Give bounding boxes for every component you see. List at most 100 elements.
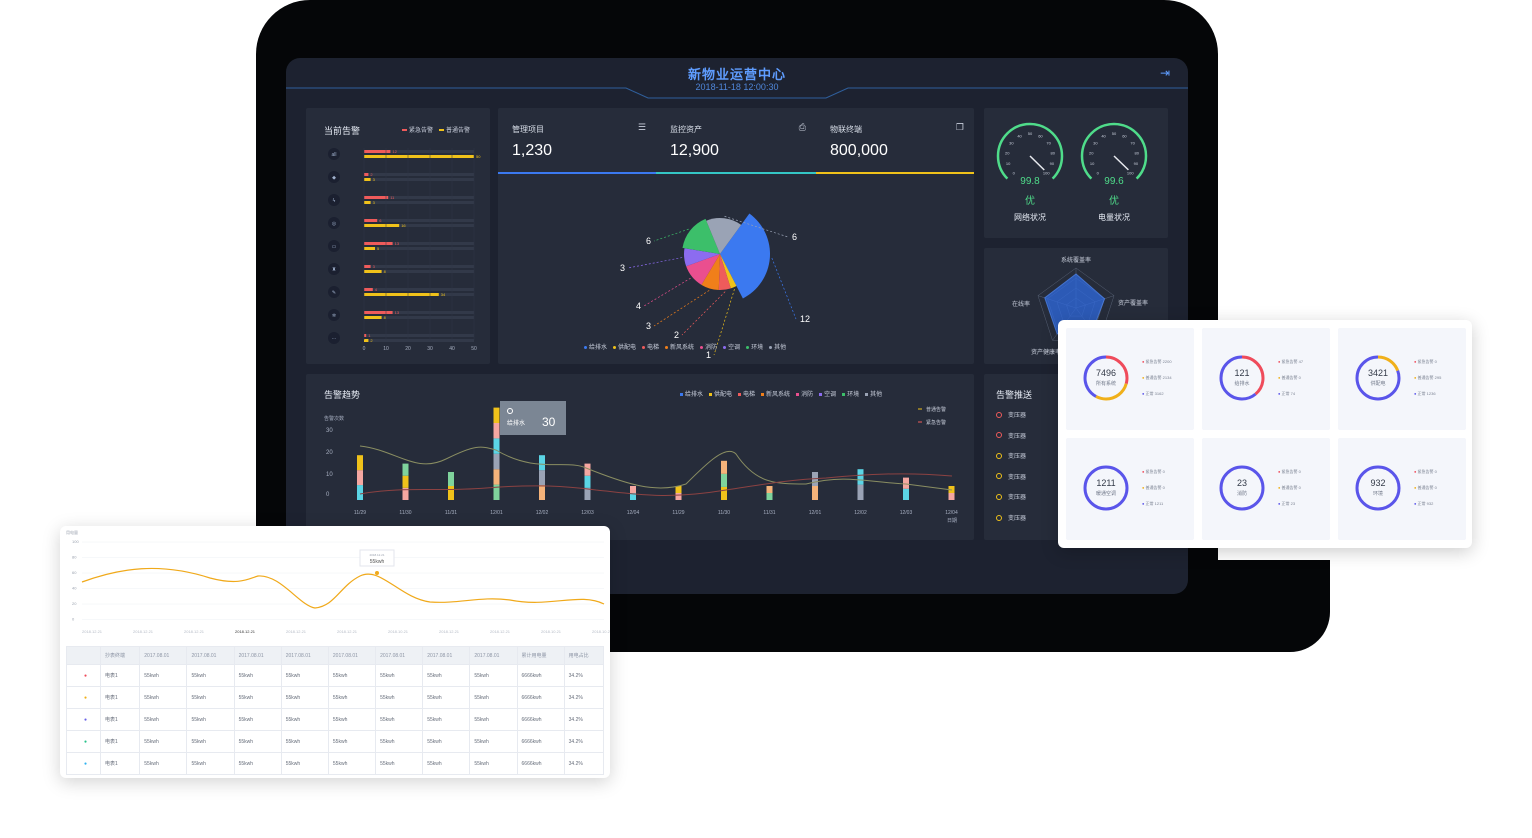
status-card[interactable]: 932 环境 ● 紧急告警 0 ● 普通告警 0 ● 正常 932 xyxy=(1338,438,1466,540)
pie-leader-line xyxy=(643,277,691,307)
push-item-label: 变压器 xyxy=(1008,433,1027,440)
stat-assets: 监控资产 12,900 ⎙ xyxy=(656,108,816,174)
table-cell: 55kwh xyxy=(327,664,377,687)
table-row[interactable]: ● 电表1 55kwh 55kwh 55kwh 55kwh 55kwh 55kwh 55kwh 5… xyxy=(66,752,605,775)
push-item[interactable]: 变压器 xyxy=(996,513,1026,522)
alarm-normal-label: 16 xyxy=(401,223,406,228)
alarm-urgent-label: 13 xyxy=(395,241,400,246)
table-cell: 55kwh xyxy=(327,708,377,731)
table-cell: 55kwh xyxy=(139,664,188,687)
gauge-charts: 010203040506070809010099.8优网络状况010203040… xyxy=(996,122,1148,222)
trend-bar-segment xyxy=(493,423,500,439)
trend-bar-segment xyxy=(721,486,727,500)
tooltip-label: 给排水 xyxy=(507,419,525,427)
gauge-tick: 60 xyxy=(1038,134,1043,139)
card-label: 所有系统 xyxy=(1095,381,1116,387)
status-card[interactable]: 121 给排水 ● 紧急告警 47 ● 普通告警 0 ● 正常 74 xyxy=(1202,328,1330,430)
card-legend-value: 932 xyxy=(1426,501,1434,506)
push-item[interactable]: 变压器 xyxy=(996,492,1026,501)
trend-xtick: 11/29 xyxy=(354,510,366,516)
card-legend-label: 普通告警 xyxy=(1281,485,1299,490)
trend-bar-segment xyxy=(493,453,500,470)
table-header-cell: 2017.08.01 xyxy=(233,646,282,665)
elevator-icon xyxy=(328,217,340,229)
card-legend-value: 0 xyxy=(1298,469,1301,474)
card-legend-row: ● 普通告警 0 xyxy=(1142,480,1165,496)
gauge-tick: 20 xyxy=(1005,150,1010,155)
table-cell: 55kwh xyxy=(139,752,188,775)
gauge-grade: 优 xyxy=(1025,194,1035,207)
push-item[interactable]: 变压器 xyxy=(996,431,1026,440)
alarm-normal-bar xyxy=(364,293,439,296)
lightning-icon xyxy=(328,194,340,206)
card-legend-label: 紧急告警 xyxy=(1145,469,1163,474)
trend-xtick: 12/03 xyxy=(900,510,913,516)
push-item[interactable]: 变压器 xyxy=(996,472,1026,481)
trend-legend-item: 给排水 xyxy=(680,389,703,398)
table-row[interactable]: ● 电表1 55kwh 55kwh 55kwh 55kwh 55kwh 55kwh 55kwh 5… xyxy=(66,730,605,753)
alarm-row-icon-glyph: ◆ xyxy=(332,175,336,181)
legend-dot: ● xyxy=(1278,359,1282,364)
energy-xtick: 2018.12.21 xyxy=(490,629,511,634)
trend-xtick: 12/02 xyxy=(536,510,549,516)
gauge-label: 电量状况 xyxy=(1098,212,1130,222)
table-cell: 55kwh xyxy=(233,752,282,775)
legend-swatch xyxy=(796,392,800,396)
energy-xtick: 2018.12.21 xyxy=(235,629,256,634)
table-row[interactable]: ● 电表1 55kwh 55kwh 55kwh 55kwh 55kwh 55kwh 55kwh 5… xyxy=(66,686,605,709)
status-donut xyxy=(1219,355,1265,401)
table-cell: 55kwh xyxy=(327,752,377,775)
alarm-normal-bar xyxy=(364,270,382,273)
stat-projects: 管理项目 1,230 ☰ xyxy=(498,108,656,174)
radar-label: 在线率 xyxy=(1012,300,1030,308)
gauge-value: 99.6 xyxy=(1104,176,1124,187)
energy-ytick: 60 xyxy=(72,570,77,575)
legend-swatch xyxy=(709,392,713,396)
gauge-arc xyxy=(996,122,1064,180)
alarm-ring-icon xyxy=(996,452,1002,459)
alarm-axis-tick: 50 xyxy=(471,346,477,352)
gauge-needle xyxy=(1029,155,1045,171)
trend-xtick: 12/03 xyxy=(581,510,594,516)
pie-value-label: 3 xyxy=(620,263,625,273)
legend-dot: ● xyxy=(1414,469,1418,474)
status-card[interactable]: 1211 暖通空调 ● 紧急告警 0 ● 普通告警 0 ● 正常 1211 xyxy=(1066,438,1194,540)
energy-ytick: 0 xyxy=(72,617,75,622)
table-cell: 34.2% xyxy=(563,708,605,731)
logout-icon[interactable]: ⇥ xyxy=(1160,66,1171,80)
table-cell: 55kwh xyxy=(327,686,377,709)
legend-dot: ● xyxy=(1278,485,1282,490)
table-cell: 6666kwh xyxy=(516,730,565,753)
table-row[interactable]: ● 电表1 55kwh 55kwh 55kwh 55kwh 55kwh 55kwh 55kwh 5… xyxy=(66,708,605,731)
pie-value-label: 12 xyxy=(800,314,810,324)
trend-bar-segment xyxy=(357,455,363,471)
pie-legend-item: 电梯 xyxy=(642,342,659,351)
table-cell: 电表1 xyxy=(99,730,141,753)
status-card[interactable]: 3421 供配电 ● 紧急告警 0 ● 普通告警 295 ● 正常 1236 xyxy=(1338,328,1466,430)
trend-legend-label: 环境 xyxy=(847,392,860,398)
energy-xtick: 2018.12.21 xyxy=(337,629,358,634)
table-cell: 55kwh xyxy=(280,686,329,709)
alarm-normal-bar xyxy=(364,316,382,319)
trend-bar-segment xyxy=(584,463,591,476)
gauge-tick: 80 xyxy=(1134,150,1139,155)
card-legend-row: ● 紧急告警 0 xyxy=(1278,464,1301,480)
status-card[interactable]: 23 消防 ● 紧急告警 0 ● 普通告警 0 ● 正常 23 xyxy=(1202,438,1330,540)
gauge-tick: 30 xyxy=(1093,140,1098,145)
alarm-ring-icon xyxy=(996,514,1002,521)
table-row[interactable]: ● 电表1 55kwh 55kwh 55kwh 55kwh 55kwh 55kwh 55kwh 5… xyxy=(66,664,605,687)
legend-swatch xyxy=(842,392,846,396)
push-item[interactable]: 变压器 xyxy=(996,451,1026,460)
legend-dot: ● xyxy=(1142,485,1146,490)
push-item[interactable]: 变压器 xyxy=(996,410,1026,419)
card-legend-row: ● 紧急告警 47 xyxy=(1278,354,1303,370)
trend-xtick: 11/31 xyxy=(445,510,457,516)
table-cell: 55kwh xyxy=(233,730,282,753)
alarm-trend-panel: 告警趋势 给排水 供配电 电梯 新风系统 消防 空调 环境 其他 告警次数 30 20 10 0 11/… xyxy=(306,374,974,540)
status-card[interactable]: 7496 所有系统 ● 紧急告警 2200 ● 普通告警 2134 ● 正常 3162 xyxy=(1066,328,1194,430)
table-header-cell: 2017.08.01 xyxy=(422,646,471,665)
card-legend-label: 普通告警 xyxy=(1145,485,1163,490)
trend-bar-segment xyxy=(448,486,454,500)
alarm-track xyxy=(364,339,474,342)
